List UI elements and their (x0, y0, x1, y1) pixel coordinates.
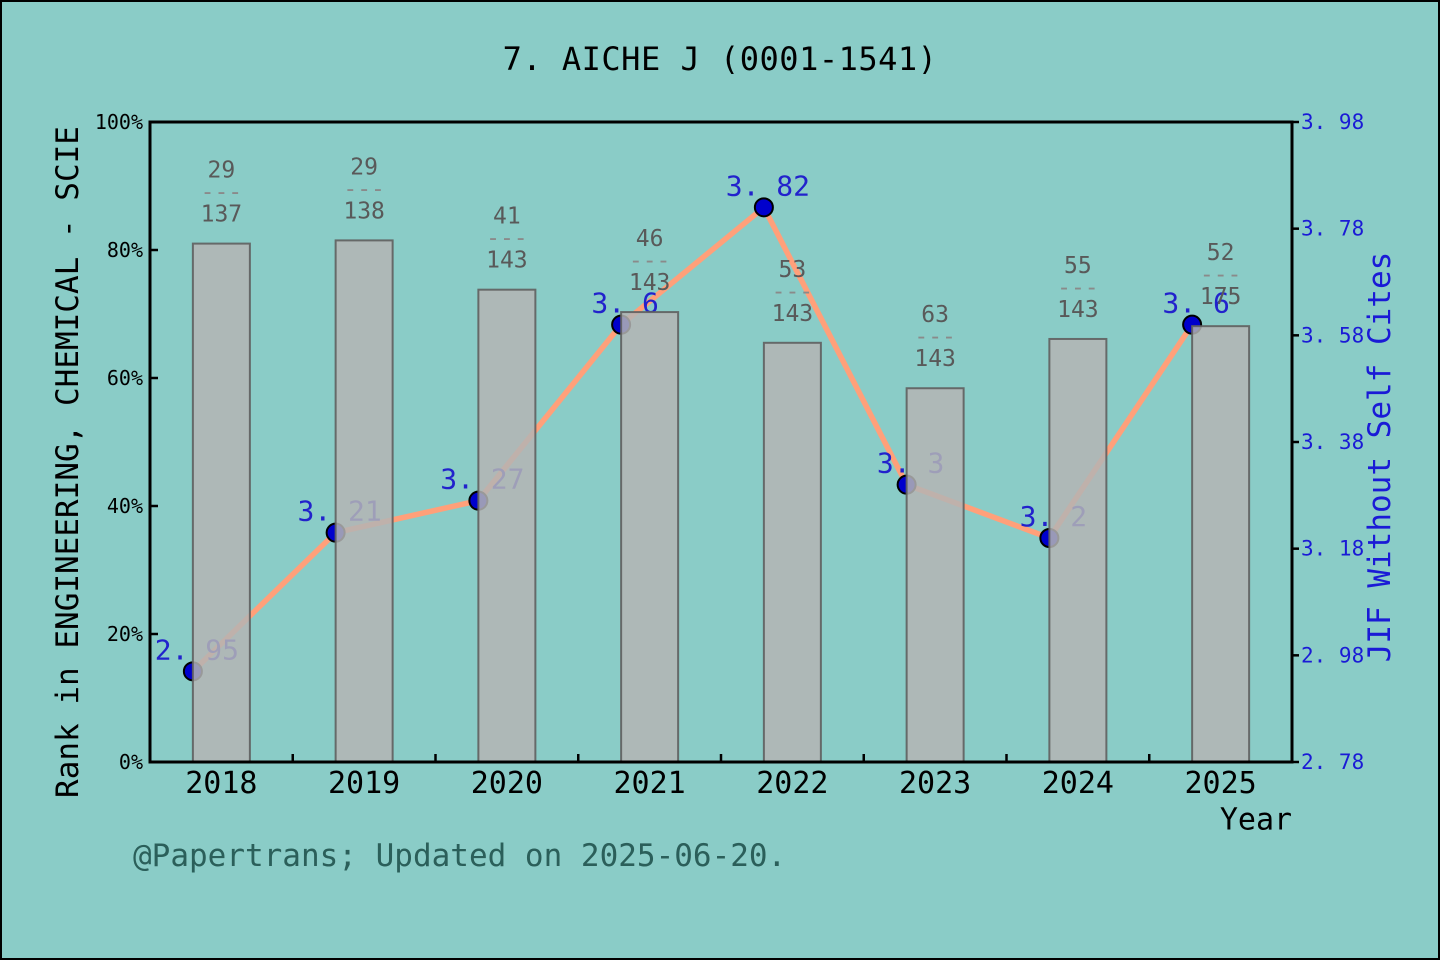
x-tick-label: 2023 (899, 766, 971, 801)
axes-box (148, 120, 1294, 764)
rank-bar (191, 242, 251, 764)
x-tick-label: 2019 (328, 766, 400, 801)
rank-bar (334, 239, 394, 763)
rank-bar (1048, 337, 1108, 763)
rank-denominator: 175 (1200, 284, 1242, 310)
rank-numerator: 52 (1207, 240, 1235, 266)
rank-bar (620, 311, 680, 763)
fraction-divider: --- (1200, 262, 1242, 288)
y-left-tick-label: 60% (107, 366, 143, 390)
y-right-tick-label: 3. 38 (1301, 430, 1364, 454)
rank-numerator: 41 (493, 204, 521, 230)
y-left-tick-label: 0% (119, 750, 143, 774)
jif-point-label: 3. 6 (1162, 287, 1229, 320)
x-tick-label: 2025 (1185, 766, 1257, 801)
rank-bar (905, 387, 965, 763)
x-tick-label: 2022 (756, 766, 828, 801)
rank-numerator: 29 (350, 154, 378, 180)
y-left-tick-label: 80% (107, 238, 143, 262)
rank-denominator: 143 (1057, 297, 1099, 323)
rank-numerator: 55 (1064, 253, 1092, 279)
x-tick-label: 2021 (614, 766, 686, 801)
x-tick-label: 2018 (185, 766, 257, 801)
fraction-divider: --- (914, 324, 956, 350)
y-right-tick-label: 3. 58 (1301, 323, 1364, 347)
rank-numerator: 63 (921, 302, 949, 328)
fraction-divider: --- (1057, 275, 1099, 301)
rank-bar (477, 288, 537, 763)
x-axis-title: Year (1219, 802, 1293, 838)
y-right-tick-label: 3. 78 (1301, 217, 1364, 241)
rank-bar (1191, 325, 1251, 763)
rank-numerator: 53 (779, 257, 807, 283)
fraction-divider: --- (629, 248, 671, 274)
y-left-tick-label: 100% (95, 110, 143, 134)
y-right-tick-label: 3. 18 (1301, 537, 1364, 561)
y-right-tick-label: 2. 78 (1301, 750, 1364, 774)
fraction-divider: --- (201, 180, 243, 206)
fraction-divider: --- (486, 226, 528, 252)
y-left-tick-label: 20% (107, 622, 143, 646)
rank-numerator: 29 (208, 158, 236, 184)
x-tick-label: 2020 (471, 766, 543, 801)
rank-denominator: 143 (629, 270, 671, 296)
rank-denominator: 143 (486, 248, 528, 274)
watermark-text: @Papertrans; Updated on 2025-06-20. (133, 838, 787, 874)
rank-numerator: 46 (636, 226, 664, 252)
rank-denominator: 138 (343, 198, 385, 224)
y-right-tick-label: 2. 98 (1301, 643, 1364, 667)
rank-bar (762, 341, 822, 763)
fraction-divider: --- (772, 279, 814, 305)
y-right-tick-label: 3. 98 (1301, 110, 1364, 134)
jif-point (753, 197, 774, 218)
jif-point-label: 3. 82 (726, 169, 810, 202)
rank-denominator: 137 (201, 202, 243, 228)
fraction-divider: --- (343, 176, 385, 202)
y-left-tick-label: 40% (107, 494, 143, 518)
rank-denominator: 143 (772, 301, 814, 327)
x-tick-label: 2024 (1042, 766, 1114, 801)
rank-denominator: 143 (914, 346, 956, 372)
chart-title: 7. AICHE J (0001-1541) (502, 40, 938, 78)
